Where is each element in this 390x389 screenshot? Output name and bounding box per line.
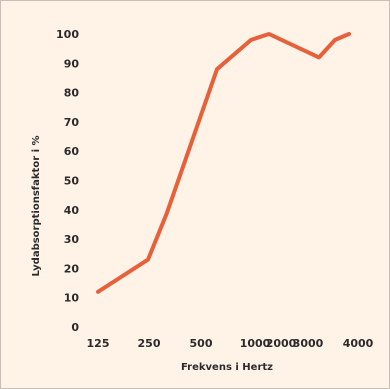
y-tick-label: 40 [64, 204, 80, 217]
x-axis-label: Frekvens i Hertz [181, 362, 273, 373]
y-tick-label: 30 [64, 233, 80, 246]
y-tick-label: 60 [64, 145, 80, 158]
y-tick-label: 0 [71, 321, 79, 334]
y-tick-label: 80 [64, 87, 80, 100]
x-tick-label: 3000 [293, 337, 324, 350]
x-tick-label: 250 [138, 337, 161, 350]
y-tick-label: 50 [64, 175, 80, 188]
y-tick-label: 90 [64, 57, 80, 70]
y-tick-label: 10 [64, 292, 80, 305]
x-tick-label: 500 [190, 337, 213, 350]
x-tick-label: 4000 [343, 337, 374, 350]
x-tick-label: 2000 [266, 337, 297, 350]
x-tick-label: 125 [87, 337, 110, 350]
y-axis-label: Lydabsorptionsfaktor i % [31, 135, 42, 276]
y-tick-label: 70 [64, 116, 80, 129]
y-tick-label: 20 [64, 262, 80, 275]
x-tick-label: 1000 [240, 337, 271, 350]
y-tick-label: 100 [56, 28, 79, 41]
series-line [96, 32, 351, 294]
